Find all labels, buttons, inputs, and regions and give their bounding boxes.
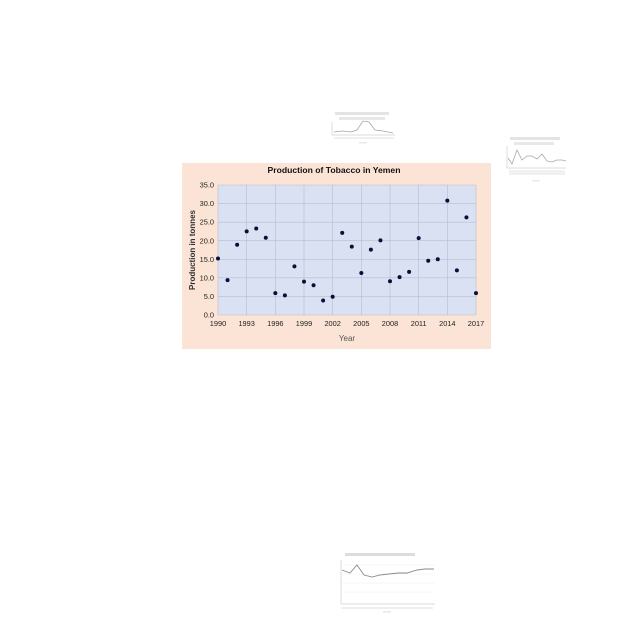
y-tick-label: 35.0	[200, 181, 214, 190]
data-point	[235, 242, 240, 247]
data-point	[388, 279, 392, 284]
data-point	[254, 226, 259, 231]
data-point	[273, 291, 278, 296]
data-point	[435, 257, 440, 262]
x-axis-tick-labels: 1990 1993 1996 1999 2002 2005 2008 2011 2014 2017	[210, 319, 484, 328]
data-point	[474, 291, 478, 296]
grid-lines	[217, 184, 477, 316]
tobacco-production-chart: Production of Tobacco in Yemen 0.0 5.0 10.…	[182, 163, 491, 349]
thumbnail-chart-bottom	[333, 552, 439, 614]
x-axis-label: Year	[339, 334, 356, 343]
data-point	[407, 269, 412, 274]
data-point	[397, 275, 402, 280]
data-point	[225, 278, 230, 283]
data-point	[302, 279, 306, 284]
x-tick-label: 2017	[468, 319, 484, 328]
y-tick-label: 15.0	[200, 255, 214, 264]
data-point	[454, 268, 459, 273]
data-point	[359, 271, 364, 276]
plot-area	[218, 185, 476, 315]
chart-title: Production of Tobacco in Yemen	[268, 165, 401, 175]
y-tick-label: 5.0	[204, 292, 214, 301]
data-point	[368, 247, 373, 252]
data-point	[416, 236, 421, 241]
x-tick-label: 2005	[353, 319, 369, 328]
data-point	[321, 298, 326, 303]
x-tick-label: 2011	[411, 319, 427, 328]
data-point	[282, 293, 287, 298]
thumbnail-chart-top	[325, 108, 400, 148]
data-point	[244, 229, 249, 234]
x-tick-label: 1993	[238, 319, 254, 328]
y-tick-label: 10.0	[200, 273, 214, 282]
y-tick-label: 20.0	[200, 236, 214, 245]
data-point	[445, 198, 450, 203]
y-axis-label: Production in tonnes	[188, 209, 197, 290]
data-point	[426, 258, 431, 263]
y-axis-tick-labels: 0.0 5.0 10.0 15.0 20.0 25.0 30.0 35.0	[200, 181, 214, 320]
data-point	[378, 238, 383, 243]
data-point	[464, 215, 469, 220]
x-tick-label: 1999	[296, 319, 312, 328]
y-tick-label: 25.0	[200, 218, 214, 227]
data-point	[349, 244, 354, 249]
data-point	[216, 256, 220, 261]
data-point	[311, 283, 316, 288]
x-tick-label: 1990	[210, 319, 226, 328]
x-tick-label: 2008	[382, 319, 398, 328]
x-tick-label: 1996	[267, 319, 283, 328]
x-tick-label: 2002	[324, 319, 340, 328]
y-tick-label: 30.0	[200, 199, 214, 208]
x-tick-label: 2014	[439, 319, 455, 328]
data-point	[330, 294, 335, 299]
y-tick-label: 0.0	[204, 311, 214, 320]
data-point	[340, 230, 345, 235]
data-points	[216, 198, 478, 303]
data-point	[292, 264, 297, 269]
chart-svg: Production of Tobacco in Yemen 0.0 5.0 10.…	[182, 163, 491, 349]
thumbnail-chart-right	[500, 136, 568, 186]
data-point	[263, 235, 268, 240]
